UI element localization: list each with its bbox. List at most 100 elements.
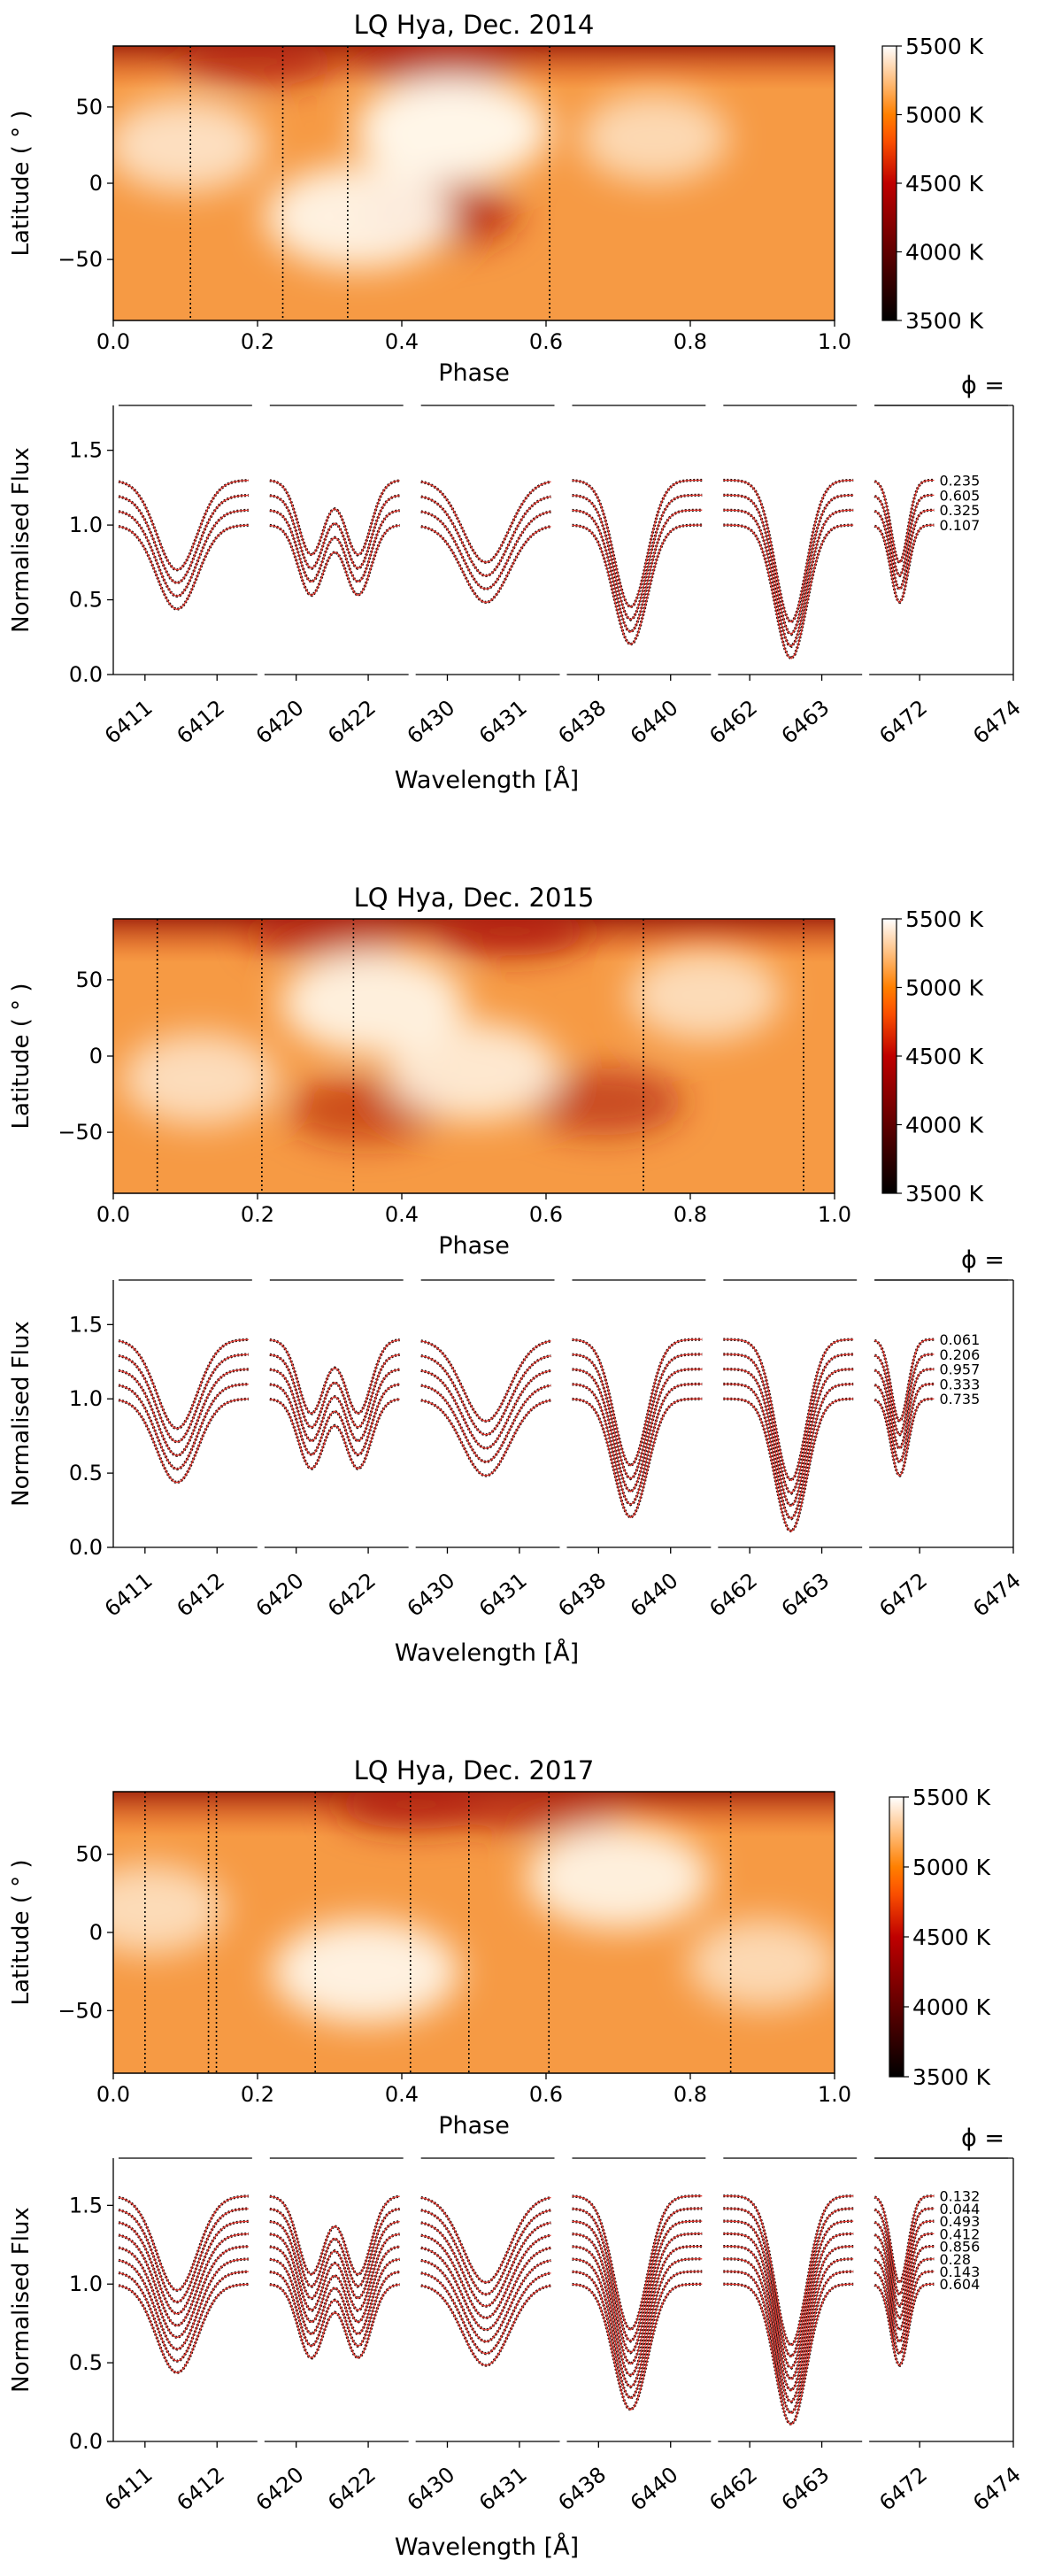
model-profile (118, 1369, 249, 1456)
panel-1: LQ Hya, Dec. 2015 0.0 0.2 0.4 0.6 0.8 1.0 Phase… (8, 883, 1026, 1667)
model-profile (420, 1400, 551, 1477)
wavelength-tick-label: 6463 (777, 695, 835, 749)
model-profile (572, 2195, 703, 2331)
model-profile (420, 481, 551, 563)
observed-profile (269, 2270, 400, 2348)
wavelength-tick-label: 6430 (403, 695, 460, 749)
model-profile (873, 2258, 935, 2343)
wavelength-tick-label: 6420 (251, 1568, 309, 1622)
wavelength-tick-label: 6422 (323, 2462, 381, 2516)
model-profile (420, 511, 551, 590)
wavelength-tick-label: 6472 (874, 695, 932, 749)
observed-profile (269, 1368, 400, 1444)
cool-spot (250, 919, 410, 960)
profile-subplot: 6430 6431 (403, 1279, 560, 1622)
model-profile (723, 2208, 854, 2358)
wavelength-tick-label: 6431 (474, 1568, 532, 1622)
observed-profile (269, 523, 400, 598)
colorbar-tick-label: 5500 K (905, 906, 984, 932)
model-profile (118, 2283, 249, 2374)
model-profile (269, 2220, 400, 2300)
panel-0: LQ Hya, Dec. 2014 0.0 0.2 0.4 0.6 0.8 1.0 Phase… (8, 10, 1026, 794)
model-profile (873, 509, 935, 590)
model-profile (118, 1338, 249, 1430)
wavelength-tick-label: 6462 (704, 1568, 762, 1622)
colorbar (881, 918, 897, 1194)
model-profile (269, 2208, 400, 2287)
observed-profile (723, 523, 854, 660)
observed-profile (420, 525, 551, 605)
colorbar (881, 45, 897, 321)
profile-subplot: 6420 6422 (251, 1279, 409, 1622)
model-profile (420, 1340, 551, 1423)
wavelength-tick-label: 6438 (553, 695, 611, 749)
model-profile (420, 2247, 551, 2331)
warm-spot (121, 1033, 278, 1125)
phase-label: 0.061 (939, 1331, 980, 1348)
model-profile (118, 2195, 249, 2291)
wavelength-tick-label: 6463 (777, 1568, 835, 1622)
model-profile (420, 2234, 551, 2319)
model-profile (723, 524, 854, 659)
observed-profile (572, 523, 703, 647)
flux-ylabel: Normalised Flux (8, 2207, 35, 2393)
model-profile (572, 479, 703, 608)
profile-subplot: 6411 6412 (100, 2157, 258, 2516)
model-profile (723, 2245, 854, 2392)
wavelength-tick-label: 6411 (100, 695, 158, 749)
map-y-tick-label: 0 (89, 1044, 103, 1068)
wavelength-tick-label: 6472 (874, 2462, 932, 2516)
wavelength-tick-label: 6462 (704, 695, 762, 749)
map-x-tick-label: 1.0 (818, 2082, 851, 2107)
flux-tick-label: 1.5 (69, 1312, 103, 1337)
model-profile (873, 1354, 935, 1436)
model-profile (572, 1383, 703, 1506)
colorbar-tick-label: 4500 K (905, 1044, 984, 1069)
cool-spot (466, 1792, 626, 1836)
wavelength-tick-label: 6440 (626, 2462, 683, 2516)
model-profile (572, 2245, 703, 2377)
observed-profile (572, 1353, 703, 1481)
model-profile (873, 479, 935, 564)
profile-subplot: 6438 6440 (553, 405, 712, 749)
model-profile (572, 2220, 703, 2354)
map-x-tick-label: 0.6 (529, 329, 563, 354)
model-profile (572, 494, 703, 621)
model-profile (873, 1369, 935, 1449)
model-profile (420, 2285, 551, 2366)
observed-profile (420, 510, 551, 591)
observed-profile (723, 493, 854, 636)
profile-subplot: 6462 6463 (704, 405, 863, 749)
observed-profile (269, 2257, 400, 2336)
map-x-tick-label: 0.4 (385, 2082, 419, 2107)
wavelength-tick-label: 6420 (251, 695, 309, 749)
model-profile (269, 495, 400, 569)
colorbar-tick-label: 4500 K (912, 1924, 991, 1950)
wavelength-tick-label: 6462 (704, 2462, 762, 2516)
profile-subplot: 6462 6463 (704, 1279, 863, 1622)
flux-tick-label: 0.0 (69, 2429, 103, 2454)
model-profile (420, 2210, 551, 2295)
model-profile (873, 2283, 935, 2366)
model-profile (873, 1398, 935, 1477)
warm-spot (580, 93, 729, 182)
map-x-tick-label: 0.0 (96, 329, 130, 354)
map-features (121, 919, 781, 1144)
phase-label: 0.206 (939, 1346, 980, 1363)
warm-spot (113, 98, 266, 192)
temperature-map (113, 919, 835, 1193)
observed-profile (572, 1382, 703, 1507)
temperature-map (113, 1792, 835, 2073)
profile-subplot: 6411 6412 (100, 1279, 258, 1622)
flux-tick-label: 0.0 (69, 662, 103, 687)
cool-spot (358, 46, 518, 83)
model-profile (873, 1383, 935, 1463)
phase-label: 0.325 (939, 502, 980, 519)
model-profile (269, 1354, 400, 1429)
model-profile (723, 494, 854, 636)
observed-profile (572, 1368, 703, 1493)
map-y-tick-label: −50 (58, 1998, 103, 2023)
map-ylabel: Latitude ( ° ) (8, 110, 35, 256)
warm-spot (355, 76, 550, 183)
